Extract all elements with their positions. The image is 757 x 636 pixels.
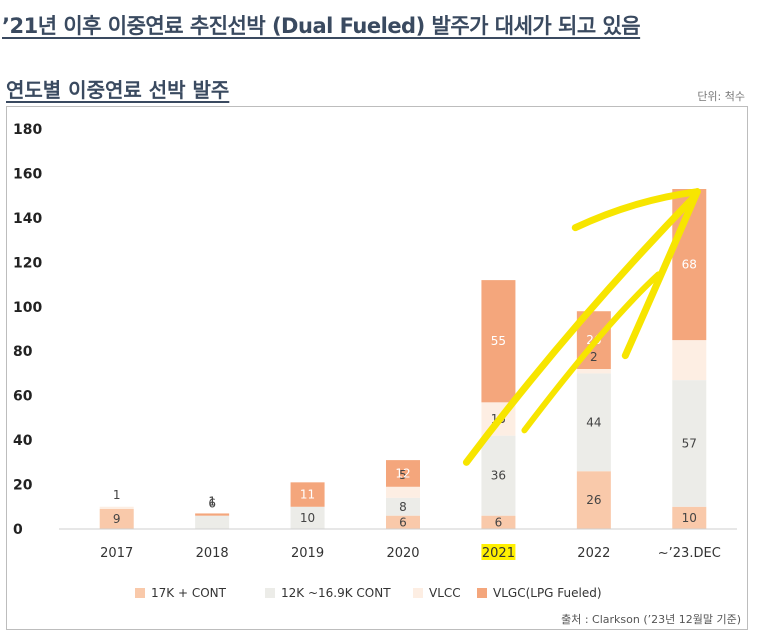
y-tick-label: 180 [13,122,42,138]
data-label: 5 [399,468,407,482]
bar-stacks [99,189,707,529]
bar-segment [576,369,611,374]
y-tick-label: 160 [13,166,42,182]
x-tick-highlight [481,544,516,560]
arrow-shaft [462,192,699,466]
data-label: 9 [113,512,121,526]
arrow-secondary-stroke [521,271,662,434]
legend-swatch [265,588,275,598]
data-label: 6 [495,515,503,529]
legend-label: 17K + CONT [151,586,227,600]
y-tick-label: 120 [13,255,42,271]
data-label: 11 [300,488,315,502]
bar-segment [290,482,325,507]
bar-segment [576,471,611,529]
arrow-head-left [571,188,701,232]
legend-label: VLCC [429,586,461,600]
y-tick-label: 140 [13,211,42,227]
bar-segment [386,515,420,529]
data-label: 10 [682,511,697,525]
bar-segment [386,497,420,516]
highlight-arrow [462,188,701,466]
bar-segment [672,340,707,381]
data-label: 1 [113,488,121,502]
bar-segment [386,460,420,487]
data-label: 10 [300,511,315,525]
x-tick-label: 2017 [100,546,133,561]
bar-segment [99,506,134,509]
bar-segment [576,373,611,472]
y-tick-label: 80 [13,344,33,360]
bar-segment [99,509,134,529]
data-label: 8 [399,500,407,514]
chart-title: 연도별 이중연료 선박 발주 [6,78,230,102]
legend-swatch [477,588,487,598]
data-label: 6 [399,515,407,529]
y-tick-label: 20 [13,478,33,494]
legend-label: 12K ~16.9K CONT [281,586,391,600]
legend-label: VLGC(LPG Fueled) [493,586,602,600]
stacked-bar-chart: 0 20 40 60 80 100 120 140 160 180 2017 2018 2019 202… [13,122,741,626]
x-tick-label: 2022 [577,546,610,561]
data-label: 6 [208,497,216,511]
data-label: 36 [491,469,506,483]
y-tick-label: 40 [13,433,33,449]
y-axis: 0 20 40 60 80 100 120 140 160 180 [13,122,42,538]
y-tick-label: 0 [13,522,23,538]
source-note: 출처 : Clarkson (’23년 12월말 기준) [561,613,741,626]
y-tick-label: 100 [13,300,42,316]
page-headline: ’21년 이후 이중연료 추진선박 (Dual Fueled) 발주가 대세가 … [2,14,641,38]
x-tick-label: 2020 [386,546,419,561]
x-tick-label: ~’23.DEC [658,546,721,561]
data-label: 26 [586,493,601,507]
bar-segment [386,486,420,498]
data-label: 57 [682,436,697,450]
bar-segment [672,506,707,529]
bar-segment [195,513,230,516]
bar-segment [195,515,230,529]
bar-segment [481,435,516,516]
bar-segment [481,280,516,403]
chart-container: 0 20 40 60 80 100 120 140 160 180 2017 2018 2019 202… [6,106,748,630]
data-label: 2 [590,350,598,364]
x-tick-label: 2019 [291,546,324,561]
legend: 17K + CONT 12K ~16.9K CONT VLCC VLGC(LPG Fu… [135,586,602,600]
legend-swatch [413,588,423,598]
data-label: 12 [395,466,410,480]
bar-segment [481,515,516,529]
legend-swatch [135,588,145,598]
x-axis: 2017 2018 2019 2020 2021 2022 ~’23.DEC [100,544,721,561]
bar-segment [672,380,707,507]
x-tick-label: 2018 [196,546,229,561]
unit-label: 단위: 척수 [697,90,745,103]
y-tick-label: 60 [13,389,33,405]
data-label: 68 [682,258,697,272]
data-label: 44 [586,415,601,429]
arrow-head-right [621,188,701,360]
bar-segment [290,506,325,529]
x-tick-label: 2021 [482,546,515,561]
data-label: 1 [208,494,216,508]
data-label: 55 [491,334,506,348]
